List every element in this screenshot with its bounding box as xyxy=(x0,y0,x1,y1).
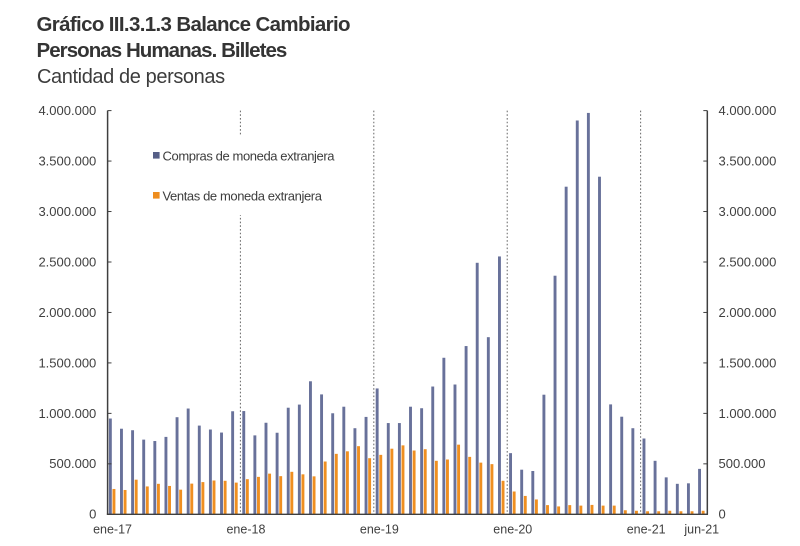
svg-text:0: 0 xyxy=(719,507,726,522)
svg-text:Ventas de moneda extranjera: Ventas de moneda extranjera xyxy=(163,189,323,204)
svg-text:ene-17: ene-17 xyxy=(93,523,132,537)
svg-text:Compras de moneda extranjera: Compras de moneda extranjera xyxy=(163,149,336,164)
svg-text:2.000.000: 2.000.000 xyxy=(719,305,777,320)
svg-text:4.000.000: 4.000.000 xyxy=(38,103,96,118)
svg-text:500.000: 500.000 xyxy=(719,456,766,471)
svg-text:ene-20: ene-20 xyxy=(493,523,532,537)
svg-text:ene-21: ene-21 xyxy=(627,523,666,537)
svg-text:2.500.000: 2.500.000 xyxy=(719,254,777,269)
svg-text:jun-21: jun-21 xyxy=(683,523,719,537)
svg-text:ene-19: ene-19 xyxy=(360,523,399,537)
svg-text:3.500.000: 3.500.000 xyxy=(719,153,777,168)
svg-text:ene-18: ene-18 xyxy=(226,523,265,537)
svg-text:1.000.000: 1.000.000 xyxy=(38,406,96,421)
svg-text:1.500.000: 1.500.000 xyxy=(38,355,96,370)
svg-text:500.000: 500.000 xyxy=(49,456,96,471)
svg-text:2.000.000: 2.000.000 xyxy=(38,305,96,320)
svg-text:1.000.000: 1.000.000 xyxy=(719,406,777,421)
svg-text:3.000.000: 3.000.000 xyxy=(719,204,777,219)
svg-text:3.000.000: 3.000.000 xyxy=(38,204,96,219)
svg-text:3.500.000: 3.500.000 xyxy=(38,153,96,168)
svg-text:4.000.000: 4.000.000 xyxy=(719,103,777,118)
svg-text:2.500.000: 2.500.000 xyxy=(38,254,96,269)
svg-text:1.500.000: 1.500.000 xyxy=(719,355,777,370)
svg-text:0: 0 xyxy=(89,507,96,522)
